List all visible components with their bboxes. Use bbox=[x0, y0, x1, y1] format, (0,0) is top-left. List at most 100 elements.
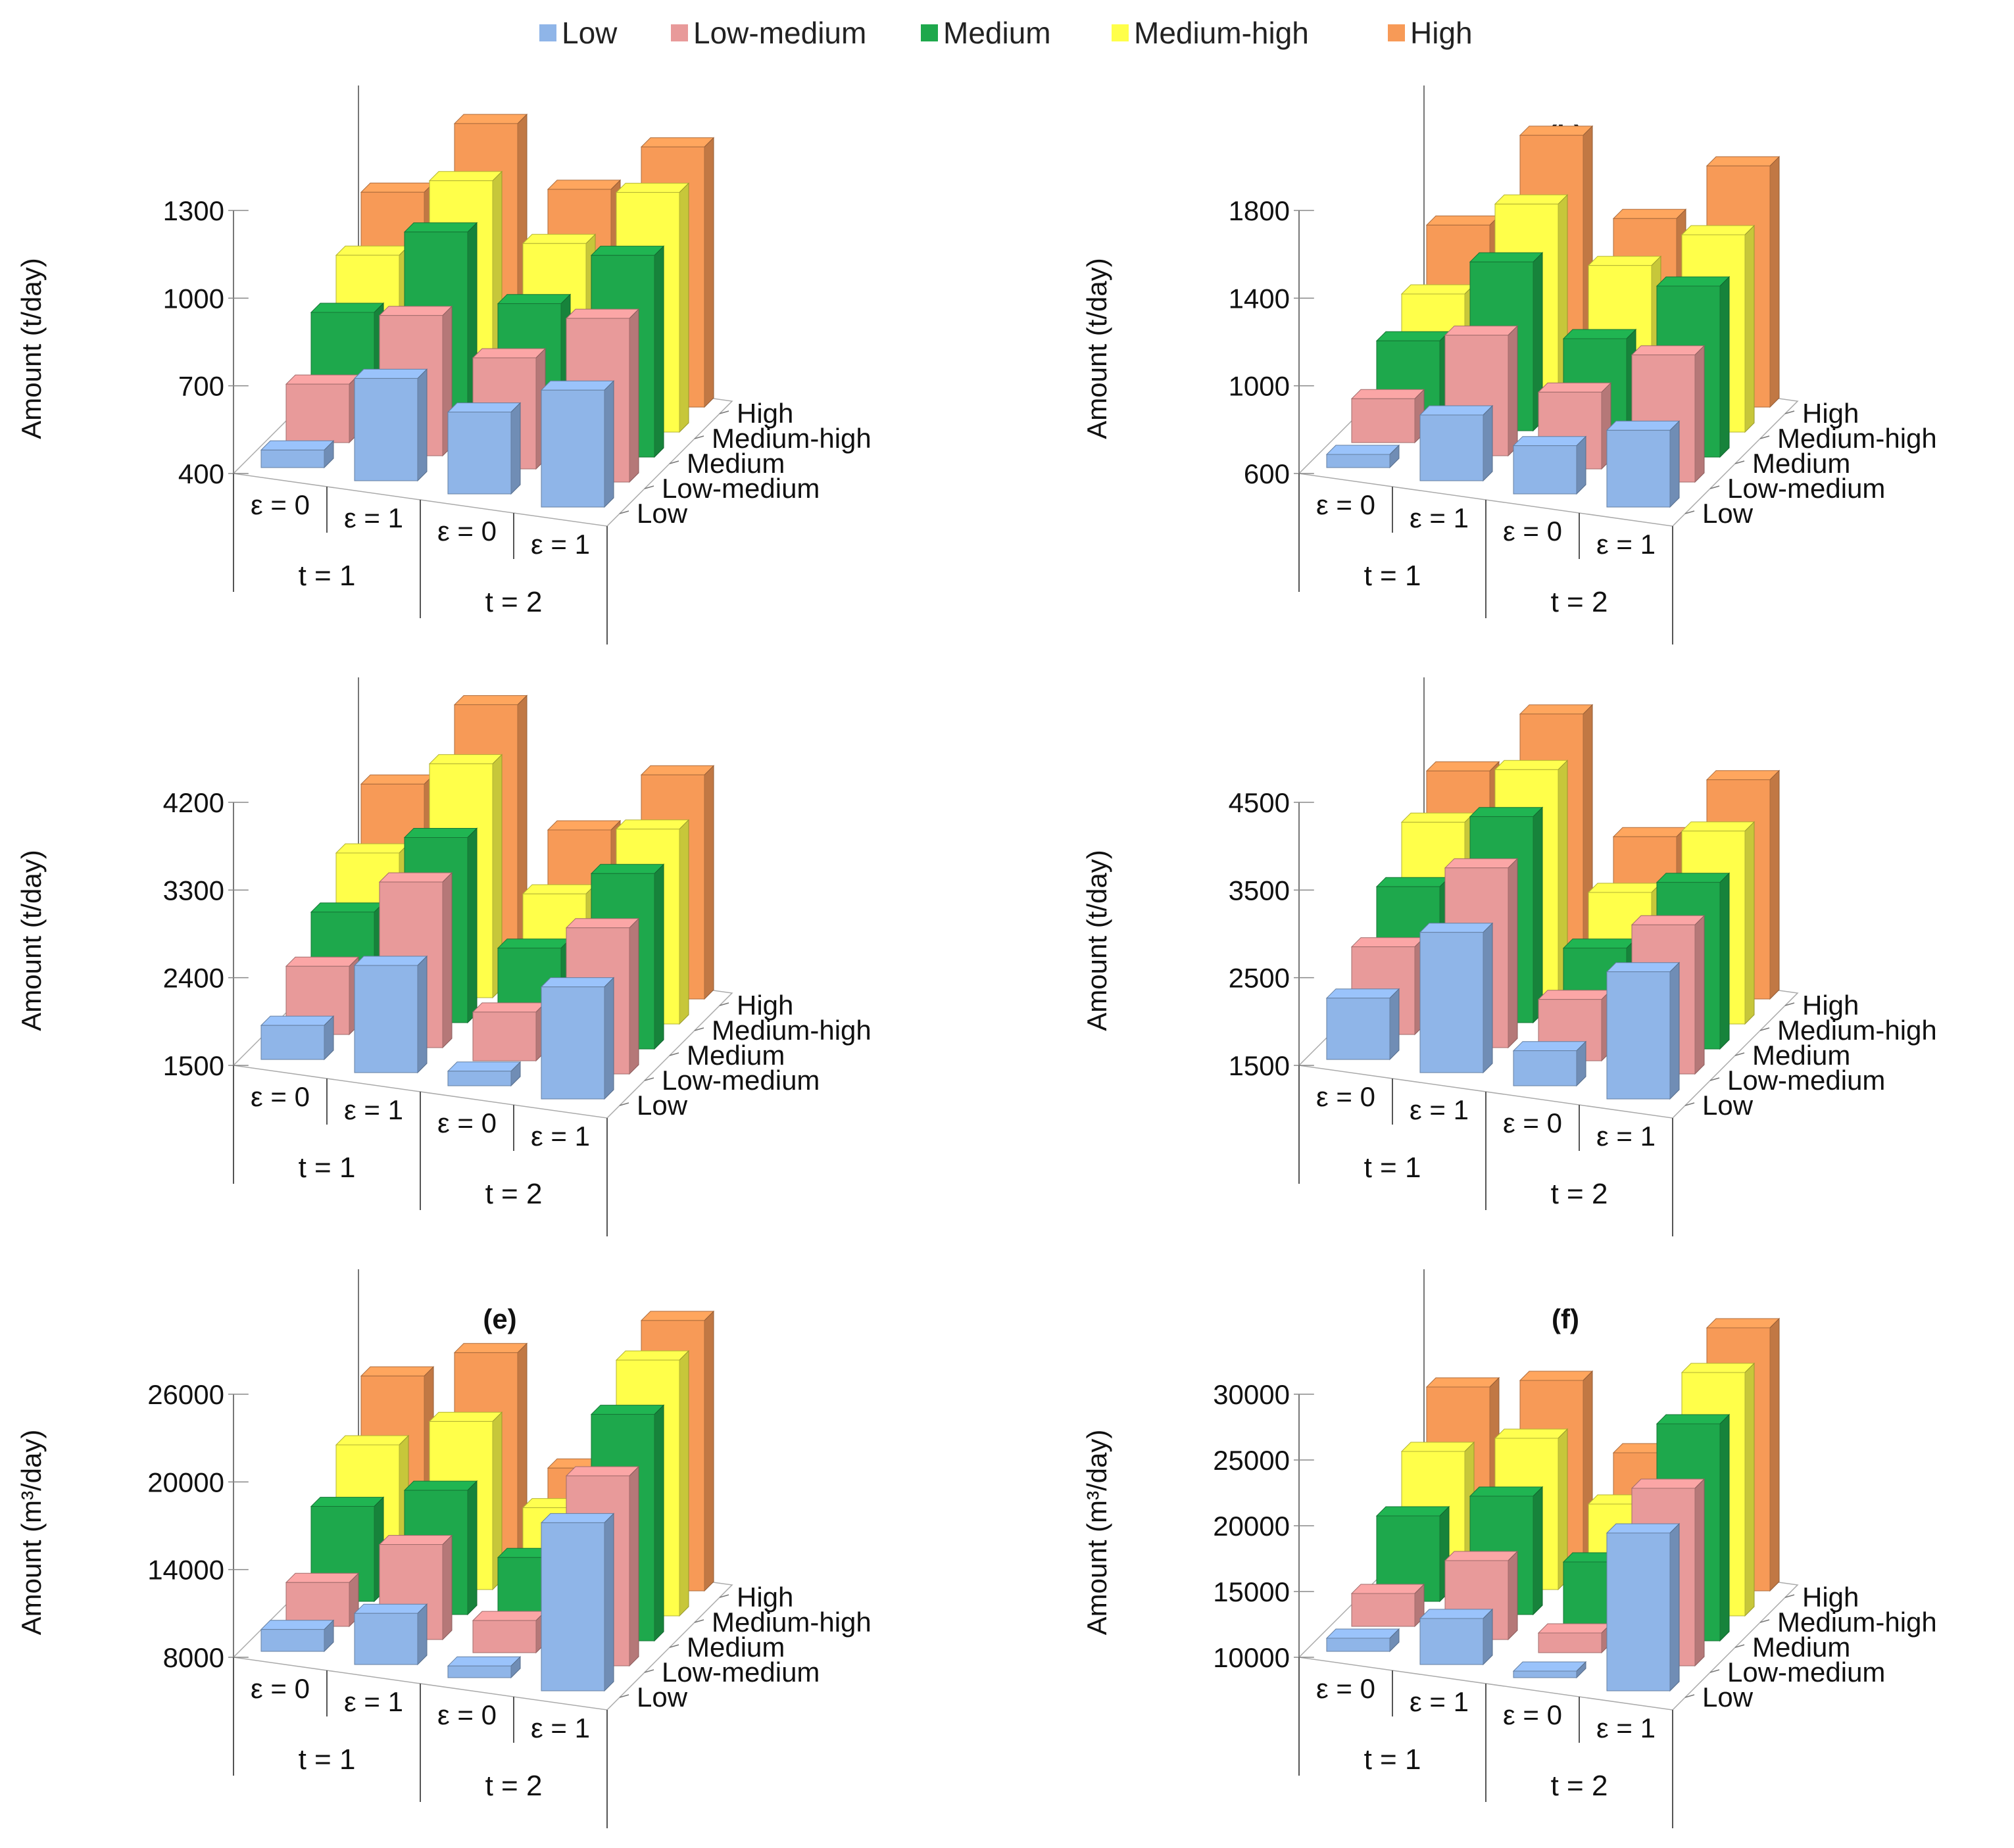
bar-side-face bbox=[629, 917, 639, 1075]
bar-low-2 bbox=[447, 402, 522, 495]
depth-label: Medium bbox=[687, 1040, 785, 1071]
bar-top-face bbox=[1444, 1551, 1519, 1561]
bar-top-face bbox=[1494, 760, 1569, 770]
bar-top-face bbox=[428, 754, 503, 764]
bar-top-face bbox=[640, 137, 715, 147]
depth-label: Low bbox=[637, 498, 688, 529]
y-tick-label: 400 bbox=[178, 458, 224, 489]
bar-top-face bbox=[1537, 1623, 1612, 1634]
category-label: ε = 0 bbox=[437, 1107, 497, 1138]
chart-panel-d: (d)Amount (t/day)1500250035004500LowLow-… bbox=[1081, 677, 1937, 1236]
bar-top-face bbox=[285, 956, 360, 967]
bar-top-face bbox=[360, 182, 435, 193]
depth-label: Low bbox=[1702, 1682, 1754, 1713]
bar-top-face bbox=[1325, 445, 1400, 455]
bar-top-face bbox=[1425, 761, 1500, 771]
bar-top-face bbox=[260, 440, 335, 450]
bar-low-0 bbox=[260, 440, 335, 469]
bar-top-face bbox=[1606, 1523, 1681, 1534]
bar-low-0 bbox=[260, 1619, 335, 1653]
category-label: ε = 0 bbox=[1503, 1699, 1562, 1730]
bar-top-face bbox=[285, 1572, 360, 1583]
bar-side-face bbox=[1694, 915, 1705, 1075]
bar-top-face bbox=[335, 1435, 410, 1446]
bar-low-medium-2 bbox=[1537, 1622, 1612, 1654]
bar-side-face bbox=[704, 1310, 714, 1592]
bar-side-face bbox=[629, 308, 639, 483]
depth-tick bbox=[1709, 1077, 1720, 1081]
depth-label: Low-medium bbox=[1727, 1065, 1885, 1096]
bar-low-medium-0 bbox=[285, 1572, 360, 1628]
depth-label: Medium-high bbox=[1777, 423, 1937, 454]
y-tick-label: 1300 bbox=[163, 195, 224, 226]
category-label: ε = 1 bbox=[1596, 1713, 1656, 1743]
bar-top-face bbox=[1469, 1486, 1544, 1497]
bar-top-face bbox=[1587, 256, 1662, 266]
y-tick-label: 20000 bbox=[147, 1467, 224, 1497]
bar-top-face bbox=[1519, 126, 1594, 136]
y-tick-label: 20000 bbox=[1213, 1511, 1290, 1542]
bar-side-face bbox=[604, 379, 614, 508]
category-label: ε = 0 bbox=[1316, 1673, 1375, 1704]
depth-label: Low-medium bbox=[1727, 473, 1885, 504]
category-label: ε = 1 bbox=[1596, 529, 1656, 560]
bar-top-face bbox=[615, 819, 690, 830]
depth-label: Medium bbox=[687, 1632, 785, 1663]
y-tick-label: 4200 bbox=[163, 787, 224, 818]
bar-low-1 bbox=[1419, 922, 1494, 1074]
bar-side-face bbox=[1533, 1486, 1543, 1616]
bar-low-3 bbox=[540, 379, 615, 508]
bar-top-face bbox=[497, 938, 572, 949]
legend-swatch bbox=[1388, 24, 1405, 41]
y-axis-label: Amount (t/day) bbox=[16, 850, 47, 1031]
bar-front-face bbox=[285, 1582, 350, 1627]
bar-top-face bbox=[1350, 937, 1425, 948]
bar-side-face bbox=[1769, 769, 1780, 1000]
bar-low-3 bbox=[540, 977, 615, 1100]
y-tick-label: 1500 bbox=[1229, 1050, 1290, 1081]
bar-top-face bbox=[428, 1411, 503, 1422]
bar-side-face bbox=[510, 402, 521, 495]
bar-top-face bbox=[540, 1513, 615, 1523]
depth-label: Medium-high bbox=[712, 423, 872, 454]
bar-side-face bbox=[604, 1513, 614, 1692]
legend-label: Medium-high bbox=[1134, 16, 1309, 50]
depth-tick bbox=[644, 1669, 654, 1673]
y-tick-label: 600 bbox=[1244, 458, 1290, 489]
bar-top-face bbox=[1656, 276, 1731, 287]
bar-top-face bbox=[472, 1002, 547, 1013]
bar-top-face bbox=[1469, 807, 1544, 817]
group-label: t = 2 bbox=[485, 1770, 543, 1802]
y-axis-label: Amount (m³/day) bbox=[1081, 1430, 1112, 1636]
depth-tick bbox=[694, 435, 704, 439]
bar-front-face bbox=[354, 1613, 418, 1665]
bar-top-face bbox=[1419, 1609, 1494, 1619]
depth-tick bbox=[669, 1052, 679, 1056]
depth-tick bbox=[619, 1694, 629, 1698]
y-tick-label: 1000 bbox=[163, 283, 224, 314]
y-axis-label: Amount (m³/day) bbox=[16, 1430, 47, 1636]
bar-front-face bbox=[447, 1665, 512, 1678]
legend-label: Low-medium bbox=[693, 16, 867, 50]
bar-front-face bbox=[447, 1071, 512, 1086]
bar-low-2 bbox=[1512, 435, 1587, 495]
depth-tick bbox=[1709, 485, 1720, 489]
bar-top-face bbox=[447, 402, 522, 413]
depth-label: Low-medium bbox=[662, 1657, 820, 1688]
depth-label: Medium bbox=[1752, 1632, 1850, 1663]
bar-top-face bbox=[1444, 858, 1519, 869]
bar-top-face bbox=[565, 918, 640, 929]
chart-panel-b: (b)Amount (t/day)600100014001800LowLow-m… bbox=[1081, 85, 1937, 644]
chart-panel-e: (e) Amount (m³/day) 8000 14000 20000 26000 Low… bbox=[16, 1269, 872, 1828]
bar-top-face bbox=[1631, 1478, 1706, 1489]
bar-side-face bbox=[1719, 1413, 1730, 1642]
bar-low-2 bbox=[1512, 1040, 1587, 1087]
bar-top-face bbox=[547, 820, 622, 831]
y-tick-label: 26000 bbox=[147, 1379, 224, 1410]
bar-side-face bbox=[704, 765, 714, 1000]
legend-swatch bbox=[539, 24, 556, 41]
y-tick-label: 1400 bbox=[1229, 283, 1290, 314]
depth-label: Medium bbox=[1752, 448, 1850, 479]
legend-label: Low bbox=[562, 16, 618, 50]
bar-side-face bbox=[1483, 1608, 1493, 1666]
